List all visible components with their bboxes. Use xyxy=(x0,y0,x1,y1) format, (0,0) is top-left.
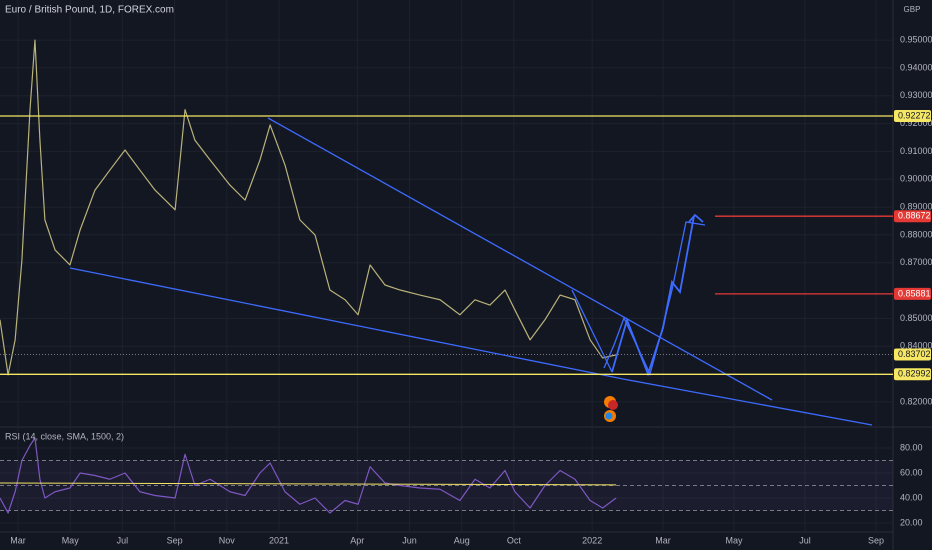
price-label-box xyxy=(894,287,931,300)
event-icon xyxy=(605,412,613,420)
x-tick-label: May xyxy=(62,535,80,545)
x-tick-label: Nov xyxy=(219,535,236,545)
trendline xyxy=(267,117,773,401)
y-tick-label: 80.00 xyxy=(900,442,923,452)
trendline xyxy=(571,289,613,373)
price-label-box xyxy=(894,210,931,223)
y-tick-label: 0.93000 xyxy=(900,90,932,100)
price-label: 0.82992 xyxy=(898,369,931,379)
price-label-box xyxy=(894,348,931,361)
price-label: 0.85881 xyxy=(898,288,931,298)
x-tick-label: Mar xyxy=(655,535,671,545)
trendline xyxy=(622,378,873,426)
x-tick-label: Jul xyxy=(117,535,129,545)
grid xyxy=(0,0,893,532)
y-tick-label: 60.00 xyxy=(900,467,923,477)
price-label: 0.83702 xyxy=(898,349,931,359)
y-tick-label: 0.92000 xyxy=(900,118,932,128)
y-tick-label: 40.00 xyxy=(900,492,923,502)
event-icons xyxy=(604,396,618,422)
x-tick-label: Apr xyxy=(350,535,364,545)
x-tick-label: Sep xyxy=(167,535,183,545)
x-tick-label: Oct xyxy=(507,535,522,545)
x-tick-label: Aug xyxy=(454,535,470,545)
price-label: 0.92272 xyxy=(898,110,931,120)
price-label-box xyxy=(894,110,931,123)
y-tick-label: 0.95000 xyxy=(900,34,932,44)
x-tick-label: Mar xyxy=(10,535,26,545)
y-tick-label: 0.89000 xyxy=(900,201,932,211)
y-tick-label: 0.94000 xyxy=(900,62,932,72)
indicator-title: RSI (14, close, SMA, 1500, 2) xyxy=(5,431,124,441)
sma-line xyxy=(0,482,617,486)
x-tick-label: 2022 xyxy=(582,535,602,545)
y-tick-label: 0.88000 xyxy=(900,229,932,239)
trendline xyxy=(69,267,624,380)
event-icon xyxy=(608,400,618,410)
y-tick-label: 20.00 xyxy=(900,517,923,527)
projection-path xyxy=(611,215,695,377)
price-line xyxy=(0,39,617,376)
x-tick-label: Sep xyxy=(868,535,884,545)
y-tick-label: 0.84000 xyxy=(900,341,932,351)
y-tick-label: 0.85000 xyxy=(900,313,932,323)
x-tick-label: Jun xyxy=(402,535,417,545)
arrow-head xyxy=(688,213,704,223)
currency: GBP xyxy=(904,5,921,14)
price-line xyxy=(0,437,617,514)
price-label: 0.88672 xyxy=(898,211,931,221)
x-tick-label: May xyxy=(725,535,743,545)
y-tick-label: 0.90000 xyxy=(900,174,932,184)
chart-title: Euro / British Pound, 1D, FOREX.com xyxy=(5,5,174,16)
x-tick-label: Jul xyxy=(799,535,811,545)
y-tick-label: 0.82000 xyxy=(900,396,932,406)
y-tick-label: 0.87000 xyxy=(900,257,932,267)
y-tick-label: 0.91000 xyxy=(900,146,932,156)
x-tick-label: 2021 xyxy=(269,535,289,545)
price-label-box xyxy=(894,368,931,381)
trendlines xyxy=(0,115,893,426)
